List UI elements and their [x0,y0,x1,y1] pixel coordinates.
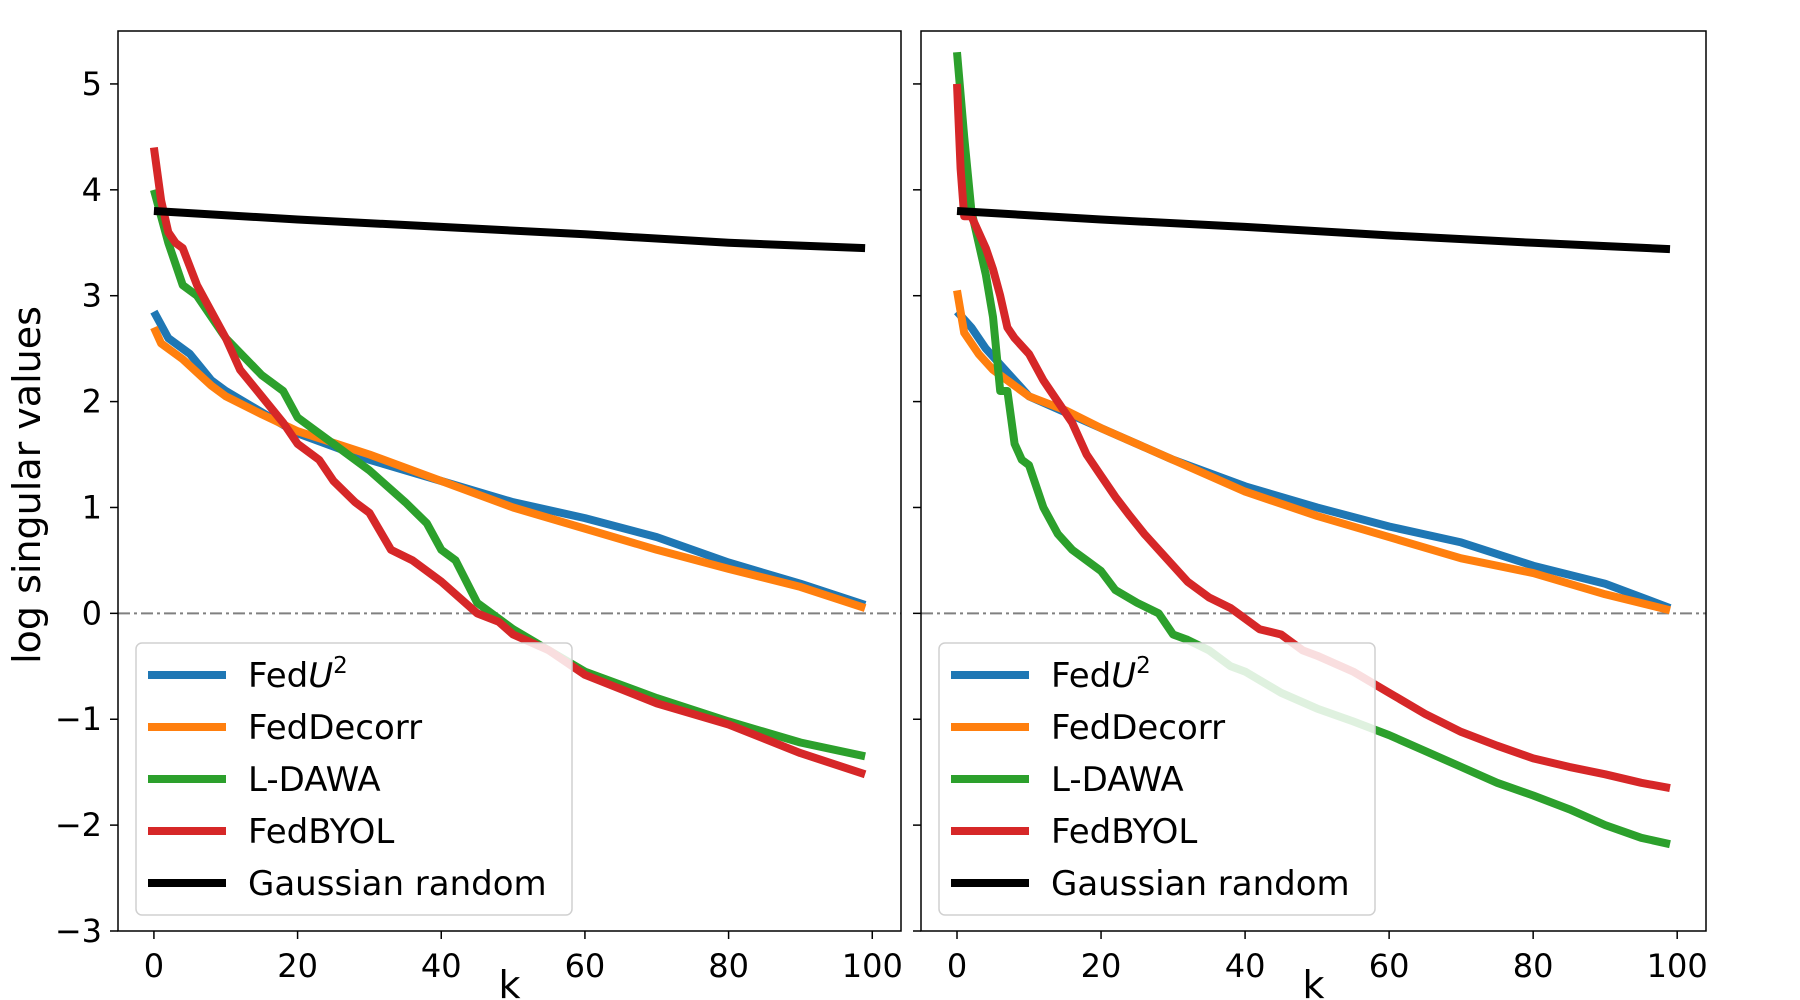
legend-label: FedDecorr [248,708,422,748]
y-tick-label: 5 [82,65,102,103]
x-tick-label: 20 [277,947,318,985]
series-line-gaussian-random [153,207,866,253]
legend-label: FedU2 [248,653,348,696]
y-tick-label: 3 [82,277,102,315]
legend-box [938,642,1376,916]
x-tick-label: 80 [1513,947,1554,985]
x-tick-label: 60 [565,947,606,985]
legend-label: Gaussian random [1051,864,1350,904]
x-axis-label: k [498,963,520,1000]
legend: FedU2 FedDecorr L-DAWA FedBYOL Gaussian rand… [938,642,1376,916]
panel-right: 0 20 40 60 80 100 k FedU2 FedDecorr L-DAWA FedBYOL… [913,30,1708,1000]
plot-frame [920,30,1707,932]
plot-frame [117,30,902,932]
legend-label: L-DAWA [248,760,381,800]
series-line-feddecorr [150,325,867,612]
x-tick-label: 40 [421,947,462,985]
legend-label: FedBYOL [248,812,394,852]
y-tick-label: −3 [55,912,102,950]
x-tick-label: 80 [708,947,749,985]
series-line-fedu2 [954,308,1672,612]
x-tick-label: 100 [842,947,903,985]
x-tick-label: 40 [1225,947,1266,985]
y-tick-label: 4 [82,171,102,209]
legend-label: L-DAWA [1051,760,1184,800]
x-tick-label: 20 [1081,947,1122,985]
x-tick-label: 60 [1369,947,1410,985]
legend-label: FedU2 [1051,653,1151,696]
y-tick-label: 2 [82,383,102,421]
panel-left: 0 20 40 60 80 100 −3 −2 −1 0 1 2 3 4 5 k FedU2 FedDecorr L… [55,30,903,1000]
x-tick-label: 100 [1647,947,1708,985]
series-line-fedu2 [150,309,867,609]
legend-label: FedBYOL [1051,812,1197,852]
series-line-fedbyol [953,83,1671,793]
series-line-gaussian-random [956,207,1671,254]
x-tick-label: 0 [144,947,164,985]
x-tick-label: 0 [947,947,967,985]
y-tick-label: 1 [82,488,102,526]
legend-label: FedDecorr [1051,708,1225,748]
series-line-l-dawa [953,51,1671,849]
series-line-feddecorr [953,289,1671,615]
legend-label: Gaussian random [248,864,547,904]
y-axis-label: log singular values [5,306,49,664]
legend: FedU2 FedDecorr L-DAWA FedBYOL Gaussian rand… [135,642,573,916]
y-tick-label: −1 [55,700,102,738]
legend-box [135,642,573,916]
y-tick-label: 0 [82,594,102,632]
x-axis-label: k [1302,963,1324,1000]
y-tick-label: −2 [55,806,102,844]
